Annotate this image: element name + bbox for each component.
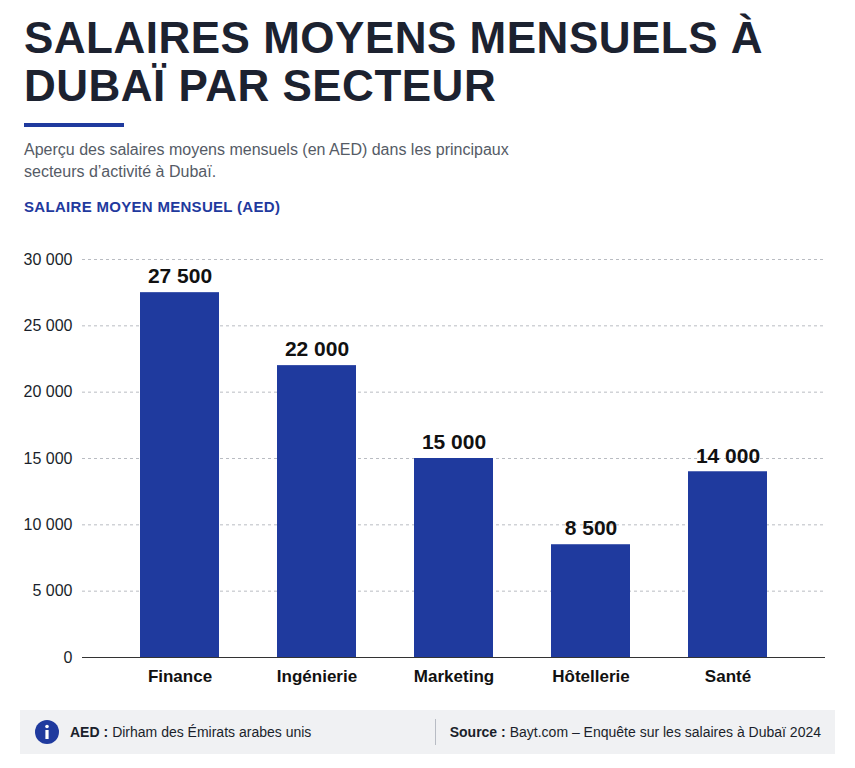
svg-text:20 000: 20 000	[24, 383, 73, 400]
svg-text:15 000: 15 000	[422, 430, 486, 453]
svg-text:14 000: 14 000	[696, 443, 760, 466]
svg-text:Ingénierie: Ingénierie	[277, 666, 357, 685]
html-text:Source : Bayt.com – Enquête su: Source : Bayt.com – Enquête sur les sala…	[449, 724, 821, 740]
svg-text:8 500: 8 500	[565, 516, 618, 539]
svg-text:5 000: 5 000	[32, 582, 72, 599]
svg-text:22 000: 22 000	[285, 337, 349, 360]
svg-text:25 000: 25 000	[24, 317, 73, 334]
html-text:SALAIRES MOYENS MENSUELS À DUB: SALAIRES MOYENS MENSUELS À DUBAÏ PAR SEC…	[24, 13, 764, 110]
svg-text:10 000: 10 000	[24, 516, 73, 533]
svg-text:0: 0	[64, 648, 73, 665]
svg-text:15 000: 15 000	[24, 449, 73, 466]
html-text:SALAIRE MOYEN MENSUEL (AED): SALAIRE MOYEN MENSUEL (AED)	[24, 197, 281, 215]
svg-text:Santé: Santé	[705, 666, 751, 685]
svg-text:27 500: 27 500	[148, 264, 212, 287]
svg-text:30 000: 30 000	[24, 250, 73, 267]
svg-text:Hôtellerie: Hôtellerie	[552, 666, 629, 685]
html-text:AED : Dirham des Émirats arabe: AED : Dirham des Émirats arabes unis	[70, 724, 312, 740]
svg-text:Finance: Finance	[148, 666, 212, 685]
html-text:Aperçu des salaires moyens men: Aperçu des salaires moyens mensuels (en …	[24, 141, 509, 181]
svg-text:Marketing: Marketing	[414, 666, 494, 685]
